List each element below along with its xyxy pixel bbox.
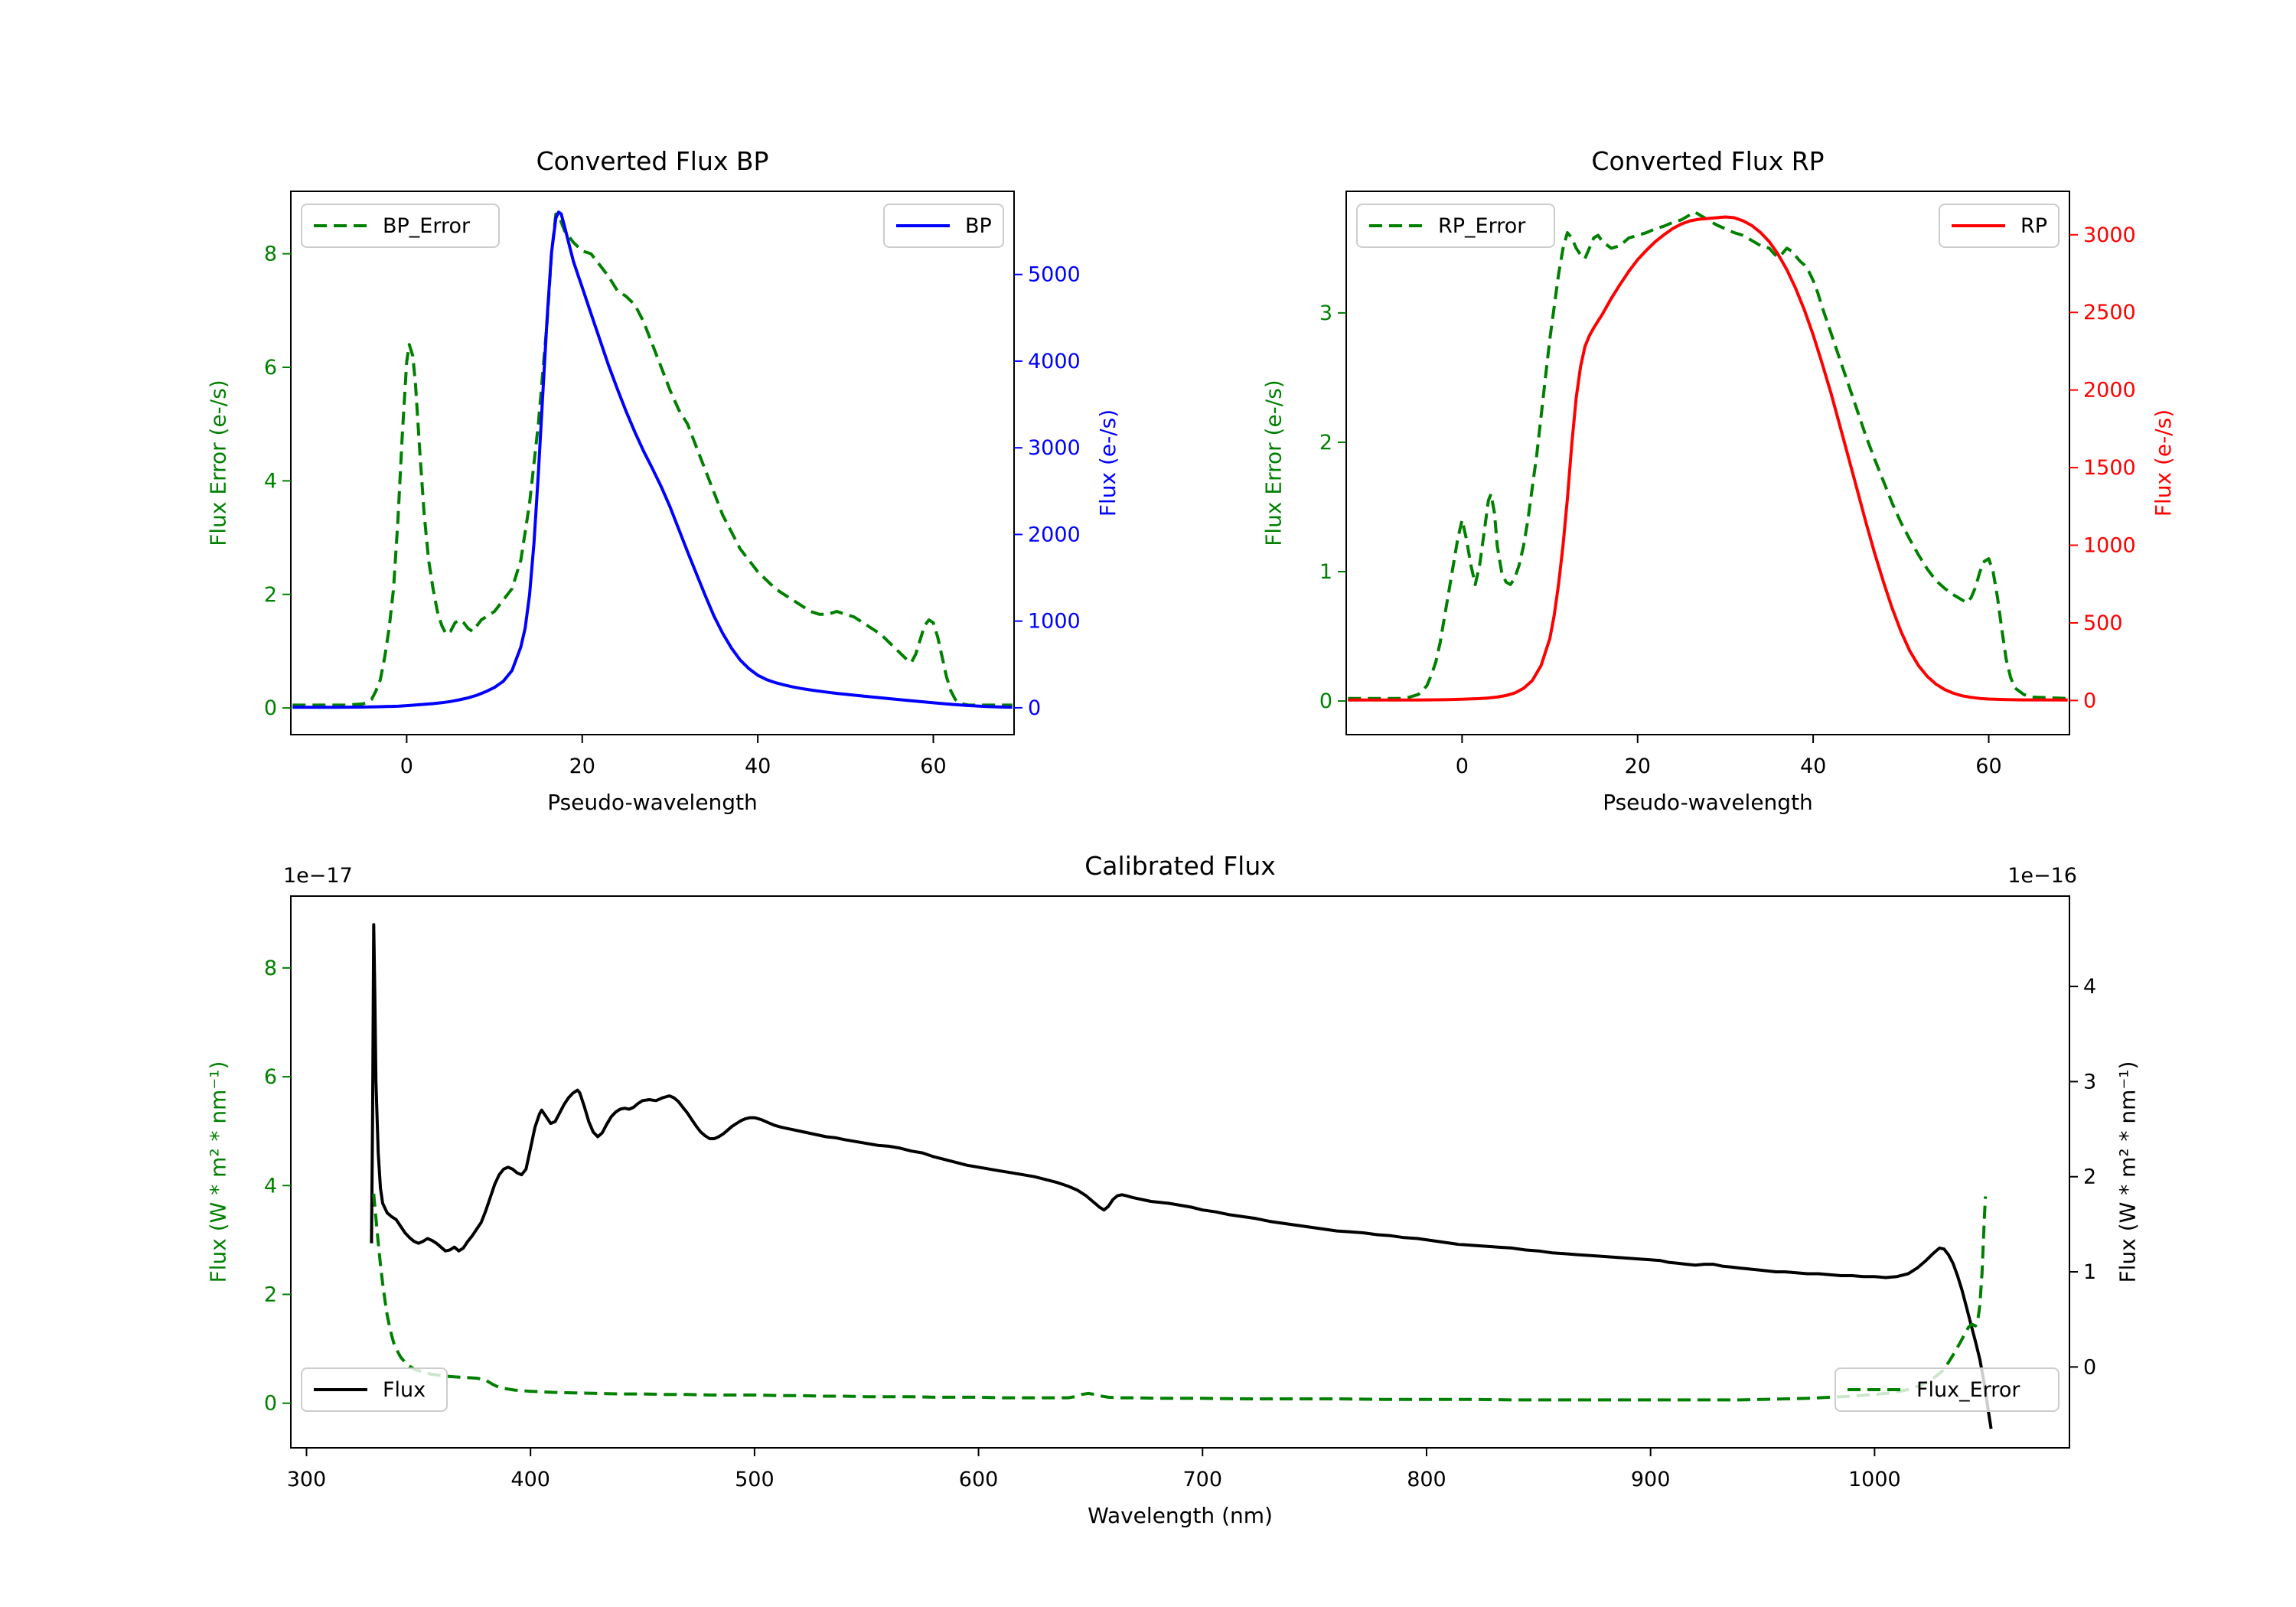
- series-line-Flux: [370, 923, 1993, 1429]
- x-axis-label: Pseudo-wavelength: [1603, 790, 1813, 815]
- y-tick-label-left: 0: [264, 696, 277, 720]
- axis-offset-text-right: 1e−16: [2007, 864, 2077, 888]
- y-tick-label-left: 4: [264, 469, 277, 493]
- axes-frame: [1345, 191, 2070, 735]
- y-tick-label-left: 3: [1319, 302, 1332, 325]
- right-axis-label: Flux (e-/s): [2151, 409, 2176, 517]
- y-tick-label-left: 2: [264, 1283, 277, 1306]
- y-tick-label-left: 6: [264, 356, 277, 380]
- y-tick-label-left: 8: [264, 957, 277, 980]
- y-tick-label-left: 2: [264, 583, 277, 607]
- legend-label-BP: BP: [965, 214, 992, 238]
- chart-title: Converted Flux BP: [536, 146, 769, 176]
- y-tick-label-left: 0: [1319, 689, 1332, 713]
- left-axis-label: Flux (W * m² * nm⁻¹): [206, 1061, 231, 1283]
- y-tick-label-left: 1: [1319, 560, 1332, 584]
- x-tick-label: 40: [745, 755, 771, 778]
- x-axis-label: Pseudo-wavelength: [547, 790, 758, 815]
- axis-offset-text-left: 1e−17: [283, 864, 353, 888]
- chart-title: Converted Flux RP: [1591, 146, 1824, 176]
- series-line-RP_Error: [1348, 210, 2068, 700]
- x-tick-label: 0: [1456, 755, 1469, 778]
- y-tick-label-right: 500: [2083, 611, 2123, 635]
- series-line-BP: [292, 210, 1013, 709]
- x-tick-label: 1000: [1848, 1468, 1901, 1491]
- y-tick-label-right: 5000: [1028, 263, 1081, 287]
- legend-box-Flux_Error: [1835, 1367, 2060, 1412]
- y-tick-label-left: 2: [1319, 431, 1332, 455]
- right-axis-label: Flux (W * m² * nm⁻¹): [2115, 1061, 2141, 1283]
- legend-box-Flux: [301, 1367, 448, 1412]
- legend-box-BP_Error: [301, 204, 500, 248]
- series-line-RP: [1348, 215, 2068, 702]
- y-tick-label-left: 4: [264, 1174, 277, 1198]
- x-axis-label: Wavelength (nm): [1088, 1503, 1273, 1528]
- chart-rp: Converted Flux RP0 20 40 60Pseudo-wavelengt…: [1261, 146, 2177, 815]
- y-tick-label-right: 1000: [1028, 610, 1081, 634]
- y-tick-label-right: 3000: [2083, 223, 2136, 247]
- chart-bp: Converted Flux BP0 20 40 60Pseudo-wavelengt…: [206, 146, 1121, 815]
- y-tick-label-right: 2000: [2083, 379, 2136, 403]
- right-axis-label: Flux (e-/s): [1095, 409, 1120, 517]
- legend-label-BP_Error: BP_Error: [383, 214, 471, 238]
- y-tick-label-right: 1000: [2083, 534, 2136, 558]
- x-tick-label: 800: [1407, 1468, 1446, 1491]
- y-tick-label-left: 8: [264, 243, 277, 266]
- x-tick-label: 20: [1625, 755, 1651, 778]
- axes-frame: [290, 895, 2070, 1449]
- x-tick-label: 400: [510, 1468, 550, 1491]
- x-tick-label: 900: [1631, 1468, 1671, 1491]
- y-tick-label-right: 0: [1028, 696, 1041, 720]
- y-tick-label-right: 1: [2083, 1260, 2096, 1284]
- chart-title: Calibrated Flux: [1084, 851, 1276, 881]
- y-tick-label-right: 1500: [2083, 456, 2136, 480]
- x-tick-label: 40: [1800, 755, 1826, 778]
- y-tick-label-left: 0: [264, 1392, 277, 1416]
- x-tick-label: 60: [920, 755, 946, 778]
- left-axis-label: Flux Error (e-/s): [206, 380, 231, 546]
- legend-label-Flux_Error: Flux_Error: [1916, 1378, 2020, 1402]
- y-tick-label-right: 4: [2083, 975, 2096, 999]
- y-tick-label-right: 0: [2083, 689, 2096, 712]
- legend-label-RP_Error: RP_Error: [1438, 214, 1526, 238]
- x-tick-label: 0: [400, 755, 413, 778]
- axes-frame: [290, 191, 1015, 735]
- y-tick-label-right: 2000: [1028, 523, 1081, 546]
- y-tick-label-right: 3000: [1028, 436, 1081, 460]
- y-tick-label-left: 6: [264, 1065, 277, 1089]
- legend-label-RP: RP: [2020, 214, 2047, 238]
- series-line-Flux_Error: [372, 1193, 1988, 1402]
- y-tick-label-right: 2500: [2083, 301, 2136, 324]
- y-tick-label-right: 2: [2083, 1165, 2096, 1189]
- x-tick-label: 500: [735, 1468, 775, 1491]
- x-tick-label: 60: [1975, 755, 2001, 778]
- y-tick-label-right: 3: [2083, 1070, 2096, 1094]
- x-tick-label: 600: [959, 1468, 999, 1491]
- legend-label-Flux: Flux: [383, 1378, 426, 1402]
- x-tick-label: 20: [569, 755, 595, 778]
- legend-box-RP_Error: [1356, 204, 1555, 248]
- x-tick-label: 700: [1182, 1468, 1222, 1491]
- y-tick-label-right: 0: [2083, 1355, 2096, 1379]
- y-tick-label-right: 4000: [1028, 350, 1081, 373]
- x-tick-label: 300: [287, 1468, 327, 1491]
- left-axis-label: Flux Error (e-/s): [1261, 380, 1287, 546]
- series-line-BP_Error: [292, 212, 1013, 707]
